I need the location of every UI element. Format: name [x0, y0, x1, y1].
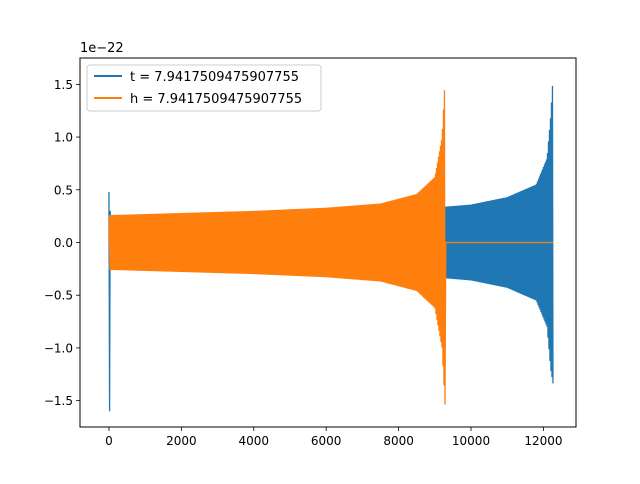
- y-tick-label: 0.0: [54, 236, 73, 250]
- series-h-line: [108, 90, 554, 405]
- legend-box: [86, 64, 322, 112]
- x-tick-label: 12000: [524, 434, 562, 448]
- legend-label-h: h = 7.9417509475907755: [130, 92, 302, 107]
- y-tick-label: −0.5: [44, 289, 73, 303]
- legend-label-t: t = 7.9417509475907755: [130, 70, 299, 85]
- legend: t = 7.9417509475907755 h = 7.94175094759…: [86, 64, 322, 112]
- y-axis: −1.5 −1.0 −0.5 0.0 0.5 1.0 1.5: [44, 78, 80, 408]
- x-tick-label: 4000: [239, 434, 270, 448]
- x-tick-label: 0: [105, 434, 113, 448]
- y-tick-label: 1.5: [54, 78, 73, 92]
- y-tick-label: −1.0: [44, 341, 73, 355]
- x-axis: 0 2000 4000 6000 8000 10000 12000: [105, 427, 563, 448]
- y-offset-label: 1e−22: [80, 41, 124, 56]
- x-tick-label: 2000: [166, 434, 197, 448]
- x-tick-label: 6000: [311, 434, 342, 448]
- y-tick-label: −1.5: [44, 394, 73, 408]
- x-tick-label: 8000: [383, 434, 414, 448]
- y-tick-label: 1.0: [54, 131, 73, 145]
- series-layer: [108, 85, 554, 412]
- x-tick-label: 10000: [452, 434, 490, 448]
- y-tick-label: 0.5: [54, 183, 73, 197]
